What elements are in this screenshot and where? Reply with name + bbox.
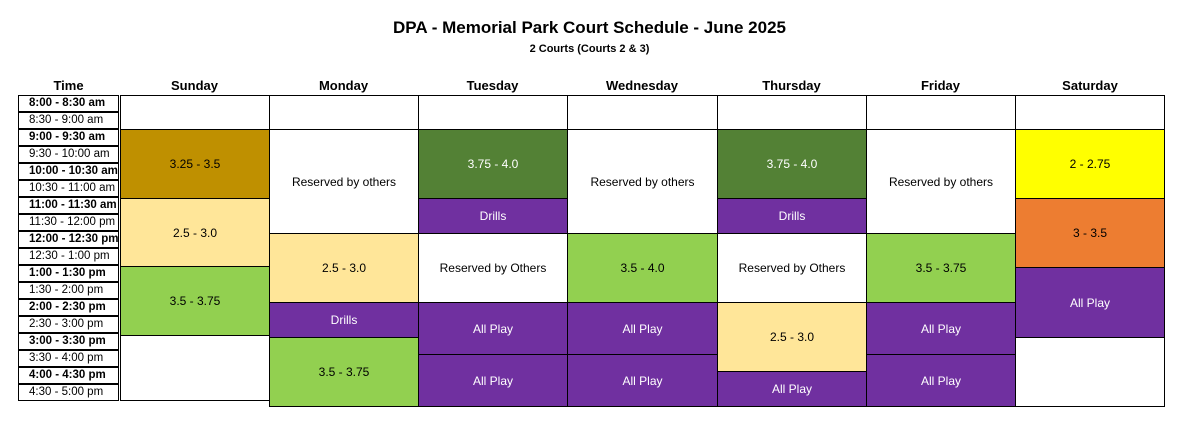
schedule-block: 3.75 - 4.0: [418, 129, 568, 199]
schedule-block: Drills: [418, 198, 568, 234]
schedule-block: All Play: [717, 371, 867, 407]
time-slot: 9:30 - 10:00 am: [18, 146, 119, 163]
schedule-block: All Play: [418, 354, 568, 407]
schedule-block: 3.5 - 3.75: [866, 233, 1016, 303]
schedule-block: All Play: [866, 302, 1016, 355]
header-sunday: Sunday: [171, 78, 218, 93]
schedule-block: 2.5 - 3.0: [717, 302, 867, 372]
schedule-block: 3.5 - 4.0: [567, 233, 718, 303]
time-slot: 9:00 - 9:30 am: [18, 129, 119, 146]
time-slot: 12:00 - 12:30 pm: [18, 231, 119, 248]
schedule-block: All Play: [866, 354, 1016, 407]
schedule-block: All Play: [418, 302, 568, 355]
time-slot: 1:00 - 1:30 pm: [18, 265, 119, 282]
schedule-block: [717, 95, 867, 130]
schedule-block: 3.5 - 3.75: [120, 266, 270, 336]
page-title: DPA - Memorial Park Court Schedule - Jun…: [392, 18, 786, 37]
schedule-block: Drills: [717, 198, 867, 234]
schedule-block: Reserved by others: [866, 129, 1016, 234]
schedule-block: [1015, 95, 1165, 130]
header-wednesday: Wednesday: [605, 78, 678, 93]
schedule-block: Reserved by Others: [418, 233, 568, 303]
schedule-block: [866, 95, 1016, 130]
header-thursday: Thursday: [762, 78, 821, 93]
schedule-block: Reserved by Others: [717, 233, 867, 303]
time-slot: 8:00 - 8:30 am: [18, 95, 119, 112]
header-tuesday: Tuesday: [466, 78, 519, 93]
time-slot: 12:30 - 1:00 pm: [18, 248, 119, 265]
time-slot: 8:30 - 9:00 am: [18, 112, 119, 129]
time-slot: 2:00 - 2:30 pm: [18, 299, 119, 316]
header-saturday: Saturday: [1062, 78, 1118, 93]
time-slot: 10:00 - 10:30 am: [18, 163, 119, 180]
schedule-block: [567, 95, 718, 130]
schedule-block: Reserved by others: [269, 129, 419, 234]
schedule-block: 2.5 - 3.0: [269, 233, 419, 303]
time-slot: 2:30 - 3:00 pm: [18, 316, 119, 333]
schedule-block: 3 - 3.5: [1015, 198, 1165, 268]
schedule-block: [120, 335, 270, 401]
schedule-block: 2 - 2.75: [1015, 129, 1165, 199]
time-slot: 10:30 - 11:00 am: [18, 180, 119, 197]
page-subtitle: 2 Courts (Courts 2 & 3): [529, 43, 650, 55]
schedule-block: 2.5 - 3.0: [120, 198, 270, 267]
schedule-block: [418, 95, 568, 130]
time-slot: 3:00 - 3:30 pm: [18, 333, 119, 350]
time-slot: 3:30 - 4:00 pm: [18, 350, 119, 367]
time-slot: 11:30 - 12:00 pm: [18, 214, 119, 231]
time-slot: 4:00 - 4:30 pm: [18, 367, 119, 384]
header-time: Time: [53, 78, 84, 93]
schedule-block: [269, 95, 419, 130]
time-slot: 11:00 - 11:30 am: [18, 197, 119, 214]
header-friday: Friday: [920, 78, 960, 93]
schedule-block: 3.5 - 3.75: [269, 337, 419, 407]
header-monday: Monday: [318, 78, 369, 93]
schedule-block: All Play: [567, 302, 718, 355]
schedule-block: [120, 95, 270, 130]
time-slot: 4:30 - 5:00 pm: [18, 384, 119, 401]
schedule-block: [1015, 337, 1165, 407]
schedule-block: 3.75 - 4.0: [717, 129, 867, 199]
schedule-block: All Play: [567, 354, 718, 407]
schedule-block: 3.25 - 3.5: [120, 129, 270, 199]
time-slot: 1:30 - 2:00 pm: [18, 282, 119, 299]
schedule-block: All Play: [1015, 267, 1165, 338]
schedule-block: Reserved by others: [567, 129, 718, 234]
schedule-block: Drills: [269, 302, 419, 338]
